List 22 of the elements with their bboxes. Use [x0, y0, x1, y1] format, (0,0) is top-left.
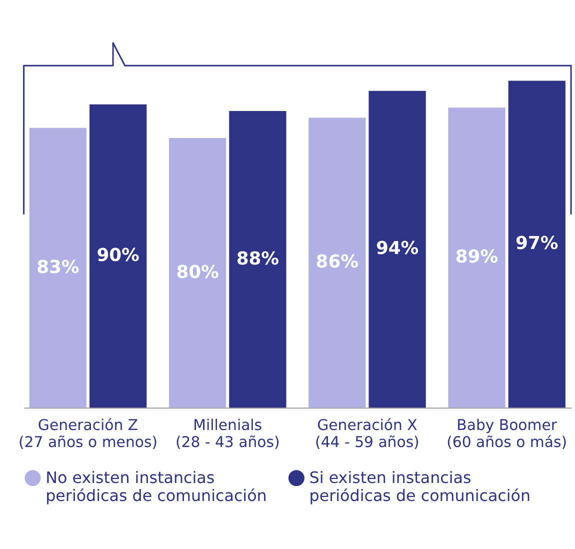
bar — [368, 90, 426, 408]
x-tick-label: Generación Z (27 años o menos) — [18, 416, 158, 451]
x-tick-label: Generación X (44 - 59 años) — [315, 416, 420, 451]
bar — [448, 108, 506, 408]
x-tick-label: Millenials (28 - 43 años) — [175, 416, 280, 451]
data-label: 88% — [236, 248, 280, 270]
x-tick-label: Baby Boomer (60 años o más) — [446, 416, 568, 451]
bar — [508, 80, 566, 408]
data-label: 83% — [36, 256, 80, 278]
data-label: 86% — [316, 252, 359, 273]
data-label: 89% — [455, 246, 498, 268]
data-label: 94% — [376, 238, 419, 260]
legend-label: Si existen instancias periódicas de comunicación — [309, 468, 531, 505]
data-label: 97% — [516, 233, 558, 254]
bar — [90, 104, 147, 408]
bar — [168, 138, 226, 408]
bar — [229, 111, 286, 408]
bar — [29, 128, 87, 408]
bar — [308, 118, 366, 408]
legend-label: No existen instancias periódicas de comunicación — [46, 468, 267, 505]
data-label: 80% — [176, 262, 220, 283]
data-label: 90% — [96, 244, 140, 266]
